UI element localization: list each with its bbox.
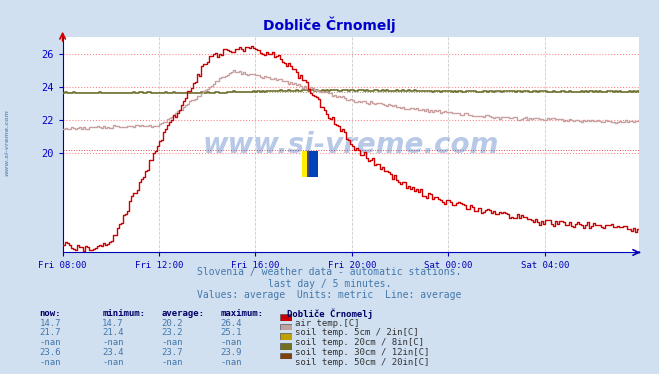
Text: -nan: -nan (161, 358, 183, 367)
Text: air temp.[C]: air temp.[C] (295, 319, 360, 328)
Text: 23.2: 23.2 (161, 328, 183, 337)
Text: 21.7: 21.7 (40, 328, 61, 337)
Text: -nan: -nan (102, 358, 124, 367)
Text: -nan: -nan (40, 358, 61, 367)
Text: minimum:: minimum: (102, 309, 145, 318)
Text: 14.7: 14.7 (102, 319, 124, 328)
Text: 14.7: 14.7 (40, 319, 61, 328)
Text: -nan: -nan (161, 338, 183, 347)
Text: 21.4: 21.4 (102, 328, 124, 337)
Text: soil temp. 20cm / 8in[C]: soil temp. 20cm / 8in[C] (295, 338, 424, 347)
Text: now:: now: (40, 309, 61, 318)
Bar (306, 151, 318, 177)
Text: soil temp. 5cm / 2in[C]: soil temp. 5cm / 2in[C] (295, 328, 419, 337)
Text: -nan: -nan (102, 338, 124, 347)
Text: 23.7: 23.7 (161, 348, 183, 357)
Bar (309, 151, 318, 177)
Text: -nan: -nan (40, 338, 61, 347)
Bar (302, 151, 318, 177)
Text: 23.6: 23.6 (40, 348, 61, 357)
Text: Dobliče Črnomelj: Dobliče Črnomelj (287, 309, 373, 319)
Text: 25.1: 25.1 (221, 328, 243, 337)
Text: soil temp. 30cm / 12in[C]: soil temp. 30cm / 12in[C] (295, 348, 430, 357)
Text: Values: average  Units: metric  Line: average: Values: average Units: metric Line: aver… (197, 290, 462, 300)
Text: average:: average: (161, 309, 204, 318)
Text: Slovenia / weather data - automatic stations.: Slovenia / weather data - automatic stat… (197, 267, 462, 278)
Text: www.si-vreme.com: www.si-vreme.com (4, 109, 9, 175)
Text: Dobliče Črnomelj: Dobliče Črnomelj (263, 17, 396, 33)
Text: www.si-vreme.com: www.si-vreme.com (203, 131, 499, 159)
Text: last day / 5 minutes.: last day / 5 minutes. (268, 279, 391, 289)
Text: 23.9: 23.9 (221, 348, 243, 357)
Text: soil temp. 50cm / 20in[C]: soil temp. 50cm / 20in[C] (295, 358, 430, 367)
Text: 23.4: 23.4 (102, 348, 124, 357)
Text: 20.2: 20.2 (161, 319, 183, 328)
Text: 26.4: 26.4 (221, 319, 243, 328)
Text: -nan: -nan (221, 338, 243, 347)
Text: maximum:: maximum: (221, 309, 264, 318)
Text: -nan: -nan (221, 358, 243, 367)
